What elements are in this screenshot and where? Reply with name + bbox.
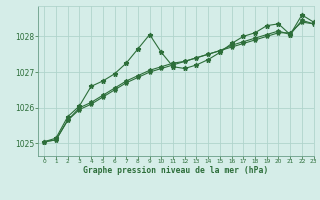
X-axis label: Graphe pression niveau de la mer (hPa): Graphe pression niveau de la mer (hPa) [84,166,268,175]
